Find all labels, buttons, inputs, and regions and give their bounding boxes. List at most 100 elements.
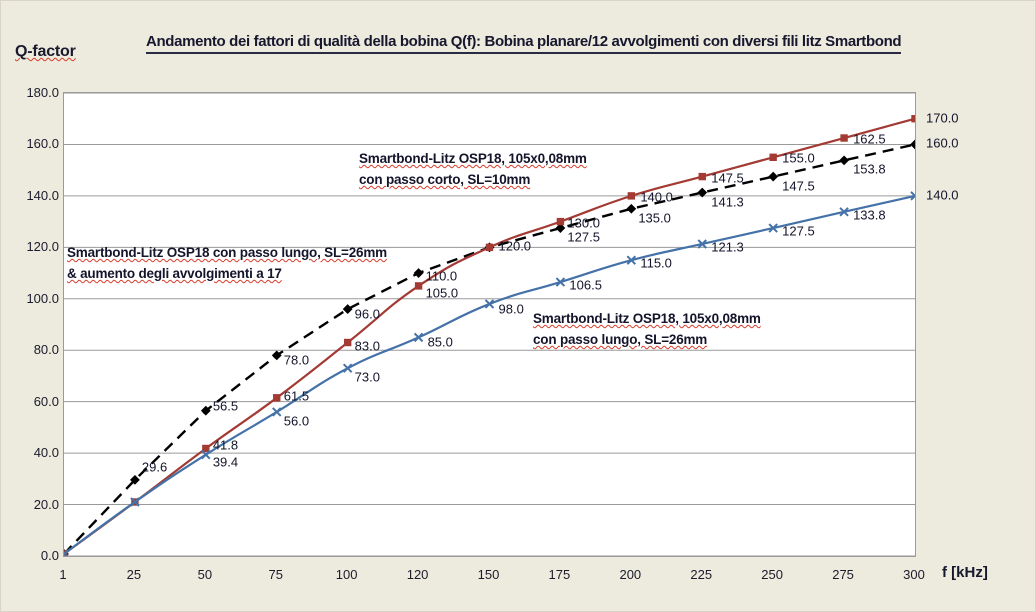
data-point-label: 105.0 [425,285,459,301]
y-tick-label: 180.0 [26,85,59,100]
x-tick-label: 25 [126,567,142,582]
annotation-passo-lungo-17-line2: & aumento degli avvolgimenti a 17 [67,265,282,281]
data-point-label: 162.5 [853,131,886,147]
series-marker-1 [414,282,423,290]
x-tick-label: 75 [268,567,283,582]
data-point-label: 61.5 [283,388,310,404]
data-point-label: 160.0 [926,135,959,151]
annotation-passo-lungo-line1: Smartbond-Litz OSP18, 105x0,08mm [533,311,761,326]
series-marker-2 [910,191,915,201]
y-tick-label: 100.0 [26,290,59,306]
x-tick-label: 250 [761,567,784,582]
series-marker-2 [272,407,282,417]
series-marker-1 [343,338,352,347]
series-marker-0 [200,405,211,416]
data-point-label: 110.0 [425,268,458,284]
y-axis-title-text: Q-factor [15,43,76,60]
annotation-passo-lungo-17: Smartbond-Litz OSP18 con passo lungo, SL… [67,243,387,285]
series-marker-1 [627,192,636,200]
series-marker-1 [556,217,565,226]
annotation-passo-corto-line2: con passo corto, SL=10mm [359,171,531,187]
data-point-label: 115.0 [640,255,672,271]
y-axis-tick-labels: 0.0 20.0 40.0 60.0 80.0 100.0 120.0 140.0 160.0 1… [1,85,59,563]
x-tick-label: 300 [903,567,925,582]
series-marker-1 [698,172,706,181]
data-point-label: 39.4 [212,454,239,470]
series-marker-2 [130,497,140,507]
data-point-label: 98.0 [498,301,524,317]
data-point-label: 120.0 [498,238,532,254]
y-tick-label: 140.0 [26,187,59,203]
y-tick-label: 0.0 [40,548,59,563]
data-point-label: 130.0 [567,215,600,231]
series-marker-0 [271,350,282,361]
y-tick-label: 60.0 [33,393,59,409]
y-tick-label: 120.0 [26,239,59,255]
series-marker-2 [626,255,637,265]
annotation-passo-corto-line1: Smartbond-Litz OSP18, 105x0,08mm [359,151,587,166]
series-marker-2 [555,277,566,287]
plot-area [63,92,916,557]
series-marker-2 [342,363,353,373]
y-tick-label: 80.0 [33,342,59,358]
x-tick-label: 50 [197,567,213,582]
data-point-label: 78.0 [283,352,310,368]
series-marker-1 [840,134,848,142]
series-marker-0 [130,474,140,485]
series-marker-2 [64,549,69,556]
data-point-label: 56.0 [283,413,310,429]
data-point-label: 127.5 [782,223,815,239]
data-point-label: 73.0 [354,369,380,385]
data-point-label: 147.5 [711,170,744,186]
data-point-label: 41.8 [212,437,239,453]
annotation-passo-lungo: Smartbond-Litz OSP18, 105x0,08mm con pass… [533,309,761,351]
series-marker-0 [697,187,708,198]
series-marker-2 [201,449,211,460]
x-tick-label: 175 [548,567,571,582]
data-point-label: 133.8 [853,207,886,223]
x-tick-label: 120 [406,567,429,582]
data-point-label: 147.5 [782,178,815,194]
data-point-label: 121.3 [711,239,744,255]
series-marker-2 [413,332,424,343]
annotation-passo-corto: Smartbond-Litz OSP18, 105x0,08mm con pass… [359,149,587,191]
x-axis-tick-labels: 1 25 50 75 100 120 150 175 200 225 250 275 300 [59,563,924,587]
series-marker-0 [413,268,424,278]
x-tick-label: 1 [59,567,67,582]
data-point-label: 127.5 [567,229,600,245]
data-point-label: 140.0 [640,189,673,205]
data-point-label: 141.3 [711,194,744,210]
series-marker-1 [273,394,281,402]
series-marker-2 [768,223,778,233]
series-line-0 [64,143,915,555]
series-marker-0 [768,171,779,182]
x-tick-label: 150 [477,567,500,582]
x-tick-label: 275 [832,567,854,582]
data-point-label: 56.5 [212,398,239,414]
series-marker-0 [555,223,566,233]
data-point-label: 85.0 [427,334,453,350]
data-point-label: 96.0 [354,306,380,322]
annotation-passo-lungo-17-line1: Smartbond-Litz OSP18 con passo lungo, SL… [67,245,387,260]
series-marker-0 [342,304,353,314]
data-point-label: 170.0 [926,110,959,126]
chart-title: Andamento dei fattori di qualità della b… [146,33,902,54]
x-axis-title: f [kHz] [942,564,988,581]
data-point-label: 106.5 [569,277,602,293]
series-marker-1 [485,243,494,252]
plot-svg [64,93,915,556]
series-marker-0 [626,203,637,214]
x-tick-label: 100 [335,567,358,582]
data-point-label: 155.0 [782,150,815,166]
data-point-label: 135.0 [638,210,671,226]
series-marker-1 [202,444,210,453]
series-marker-2 [839,207,849,217]
data-point-label: 153.8 [853,161,886,177]
series-marker-2 [697,239,707,249]
data-point-label: 83.0 [354,338,380,353]
series-marker-1 [911,115,915,123]
x-tick-label: 225 [690,567,713,582]
data-point-label: 140.0 [926,187,959,203]
series-marker-1 [769,153,777,162]
